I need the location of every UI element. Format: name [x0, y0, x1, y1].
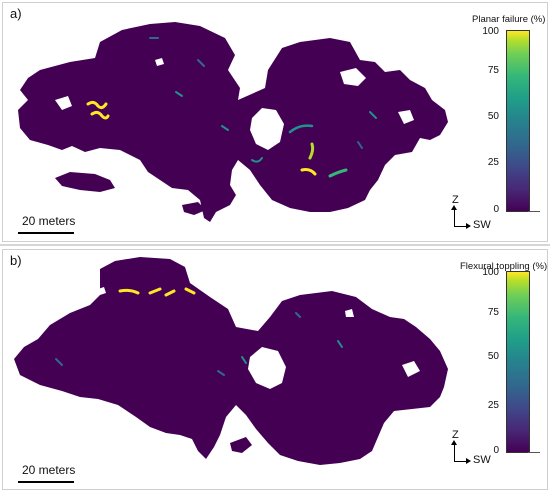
axis-sw-line-a [454, 226, 468, 227]
axis-z-line-b [454, 443, 455, 462]
hole-b-2 [98, 287, 106, 295]
blue-zone-b3 [295, 312, 301, 318]
tick-b-0: 0 [493, 445, 499, 456]
colorbar-a [506, 30, 530, 212]
teal-zone-3 [175, 91, 183, 97]
yellow-zone-b4 [184, 287, 196, 295]
bottom-left-fragment [55, 172, 115, 192]
hole-right-2 [398, 110, 414, 124]
arrow-up-icon [451, 205, 457, 210]
colorbar-title-b: Flexural toppling (%) [460, 261, 548, 272]
main-body [14, 257, 448, 465]
blue-zone-2 [197, 59, 205, 67]
tick-a-100: 100 [482, 26, 499, 37]
colorbar-b [506, 271, 530, 453]
panel-a: a) [0, 0, 550, 244]
blue-zone-b1 [55, 358, 63, 366]
teal-zone-b2 [337, 340, 343, 348]
teal-zone-4 [221, 125, 229, 131]
axis-sw-label-b: SW [473, 454, 491, 466]
teal-zone-2 [251, 157, 263, 163]
central-hole-b [248, 347, 286, 389]
hole-mid [240, 62, 248, 70]
scale-label-a: 20 meters [22, 214, 76, 228]
flexural-toppling-zones [55, 287, 343, 376]
hole-b-1 [402, 361, 420, 377]
scale-label-b: 20 meters [22, 463, 76, 477]
holes-a [55, 58, 414, 150]
panel-separator [0, 244, 550, 246]
yellow-zone-1 [86, 100, 108, 110]
tick-a-25: 25 [487, 157, 499, 168]
yellow-zone-b3 [164, 289, 176, 297]
holes-b [98, 287, 420, 389]
green-zone-2 [328, 168, 348, 178]
tick-b-50: 50 [487, 351, 499, 362]
blue-zone-3 [357, 141, 363, 149]
left-lobe [18, 22, 448, 222]
panel-a-frame [2, 2, 548, 242]
green-zone-1 [308, 142, 315, 160]
tick-a-0: 0 [493, 204, 499, 215]
tick-b-100: 100 [482, 267, 499, 278]
panel-b-frame [2, 249, 548, 490]
axis-z-line-a [454, 208, 455, 227]
axis-sw-label-a: SW [473, 219, 491, 231]
arrow-right-icon [466, 458, 471, 464]
hole-left-1 [55, 96, 72, 110]
rock-face-a [18, 22, 448, 222]
planar-failure-map [18, 22, 448, 222]
panel-b: b) Flexural toppling (%) 100 75 50 25 0 [0, 247, 550, 492]
teal-zone-5 [369, 111, 377, 119]
flexural-toppling-map [14, 257, 448, 465]
hole-left-2 [155, 58, 164, 66]
rock-face-b [14, 257, 448, 465]
scale-bar-b [18, 481, 74, 483]
tick-a-75: 75 [487, 65, 499, 76]
yellow-zone-b2 [148, 287, 162, 295]
teal-zone-1 [288, 124, 314, 134]
tick-b-25: 25 [487, 400, 499, 411]
blue-zone-b2 [217, 370, 225, 376]
nodata-mark-a [528, 211, 540, 212]
planar-failure-zones [86, 37, 377, 178]
central-hole [250, 108, 284, 150]
arrow-up-icon [451, 440, 457, 445]
colorbar-title-a: Planar failure (%) [472, 14, 546, 25]
nodata-mark-b [528, 452, 540, 453]
yellow-zone-b1 [118, 288, 140, 295]
hole-right-1 [340, 68, 366, 86]
hole-b-3 [345, 309, 354, 317]
panel-b-label: b) [10, 253, 22, 268]
axis-sw-line-b [454, 461, 468, 462]
axis-z-label-b: Z [452, 429, 459, 441]
tick-a-50: 50 [487, 111, 499, 122]
tick-b-75: 75 [487, 307, 499, 318]
yellow-zone-2 [90, 110, 110, 120]
bottom-fragment-b [230, 437, 252, 453]
panel-a-label: a) [10, 6, 22, 21]
teal-zone-b1 [241, 356, 247, 364]
arrow-right-icon [466, 223, 471, 229]
lower-fragment [182, 202, 206, 215]
scale-bar-a [18, 232, 74, 234]
yellow-zone-3 [300, 168, 317, 176]
axis-z-label-a: Z [452, 194, 459, 206]
